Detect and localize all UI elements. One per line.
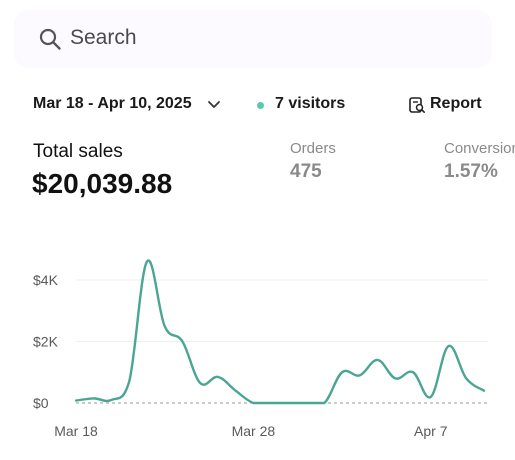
chevron-down-icon[interactable] <box>207 100 221 110</box>
y-tick-label: $2K <box>33 334 59 350</box>
conversion-label: Conversion <box>444 140 515 157</box>
x-tick-label: Mar 28 <box>232 423 276 439</box>
toolbar: Mar 18 - Apr 10, 2025 7 visitors Report <box>0 90 515 122</box>
conversion-metric[interactable]: Conversion 1.57% <box>444 138 515 190</box>
orders-value: 475 <box>290 161 322 182</box>
report-button[interactable]: Report <box>430 95 482 112</box>
visitors-status-dot <box>257 102 264 109</box>
total-sales-value: $20,039.88 <box>32 168 173 199</box>
x-tick-label: Mar 18 <box>54 423 98 439</box>
report-icon[interactable] <box>408 96 426 114</box>
search-placeholder: Search <box>70 26 137 49</box>
x-tick-label: Apr 7 <box>414 423 448 439</box>
visitors-count[interactable]: 7 visitors <box>275 95 346 112</box>
y-tick-label: $4K <box>33 272 59 288</box>
conversion-value: 1.57% <box>444 161 498 182</box>
total-sales-label[interactable]: Total sales <box>33 141 123 162</box>
date-range-selector[interactable]: Mar 18 - Apr 10, 2025 <box>33 95 192 112</box>
search-bar[interactable]: Search <box>14 10 492 68</box>
sales-series-line <box>74 259 486 405</box>
y-tick-label: $0 <box>33 395 49 411</box>
sales-line-chart[interactable]: $0 $2K $4K Mar 18 Mar 28 Apr 7 <box>0 240 515 455</box>
orders-label[interactable]: Orders <box>290 140 336 157</box>
search-icon <box>39 28 61 50</box>
